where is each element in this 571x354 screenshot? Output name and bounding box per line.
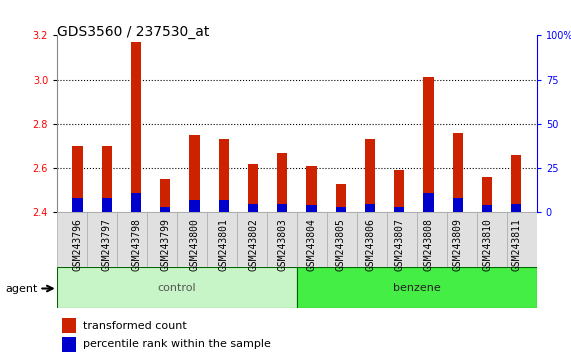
Text: GSM243804: GSM243804 xyxy=(307,218,316,270)
Bar xyxy=(248,164,258,212)
Text: control: control xyxy=(158,282,196,293)
Bar xyxy=(387,212,417,267)
Text: transformed count: transformed count xyxy=(83,320,187,331)
Text: agent: agent xyxy=(6,284,38,293)
Text: GSM243809: GSM243809 xyxy=(453,218,463,270)
Bar xyxy=(57,267,297,308)
Text: GSM243810: GSM243810 xyxy=(482,218,492,270)
Bar xyxy=(73,198,83,212)
Bar xyxy=(447,212,477,267)
Bar xyxy=(177,212,207,267)
Bar xyxy=(365,204,375,212)
Bar xyxy=(424,193,433,212)
Bar xyxy=(453,133,463,212)
Text: GDS3560 / 237530_at: GDS3560 / 237530_at xyxy=(57,25,210,39)
Text: GSM243800: GSM243800 xyxy=(190,218,199,270)
Text: GSM243808: GSM243808 xyxy=(424,218,433,270)
Bar xyxy=(307,205,317,212)
Bar xyxy=(117,212,147,267)
Text: GSM243796: GSM243796 xyxy=(73,218,83,270)
Bar xyxy=(277,153,287,212)
Bar xyxy=(394,207,404,212)
Bar xyxy=(131,193,141,212)
Bar xyxy=(62,318,77,333)
Bar xyxy=(424,78,433,212)
Bar xyxy=(87,212,117,267)
Bar xyxy=(131,42,141,212)
Bar xyxy=(394,170,404,212)
Bar xyxy=(190,135,200,212)
Bar xyxy=(237,212,267,267)
Bar xyxy=(477,212,507,267)
Bar xyxy=(277,204,287,212)
Text: GSM243803: GSM243803 xyxy=(278,218,287,270)
Bar xyxy=(507,212,537,267)
Text: percentile rank within the sample: percentile rank within the sample xyxy=(83,339,271,349)
Text: GSM243805: GSM243805 xyxy=(336,218,346,270)
Bar xyxy=(267,212,297,267)
Bar xyxy=(248,204,258,212)
Bar xyxy=(207,212,237,267)
Bar xyxy=(417,212,447,267)
Bar xyxy=(73,146,83,212)
Bar xyxy=(147,212,177,267)
Text: GSM243799: GSM243799 xyxy=(160,218,170,270)
Bar xyxy=(327,212,357,267)
Text: GSM243807: GSM243807 xyxy=(395,218,404,270)
Bar xyxy=(297,267,537,308)
Bar xyxy=(511,155,521,212)
Bar xyxy=(219,200,229,212)
Bar xyxy=(297,212,327,267)
Bar xyxy=(160,207,170,212)
Text: GSM243811: GSM243811 xyxy=(511,218,521,270)
Text: GSM243802: GSM243802 xyxy=(248,218,258,270)
Bar xyxy=(357,212,387,267)
Bar xyxy=(62,337,77,352)
Bar xyxy=(482,177,492,212)
Bar xyxy=(336,184,346,212)
Text: benzene: benzene xyxy=(393,282,441,293)
Bar xyxy=(102,198,112,212)
Text: GSM243806: GSM243806 xyxy=(365,218,375,270)
Bar xyxy=(57,212,87,267)
Bar xyxy=(307,166,317,212)
Bar xyxy=(453,198,463,212)
Bar xyxy=(482,205,492,212)
Bar xyxy=(219,139,229,212)
Bar xyxy=(102,146,112,212)
Text: GSM243798: GSM243798 xyxy=(131,218,141,270)
Text: GSM243797: GSM243797 xyxy=(102,218,112,270)
Bar xyxy=(511,204,521,212)
Bar xyxy=(190,200,200,212)
Bar xyxy=(336,207,346,212)
Text: GSM243801: GSM243801 xyxy=(219,218,229,270)
Bar xyxy=(365,139,375,212)
Bar xyxy=(160,179,170,212)
